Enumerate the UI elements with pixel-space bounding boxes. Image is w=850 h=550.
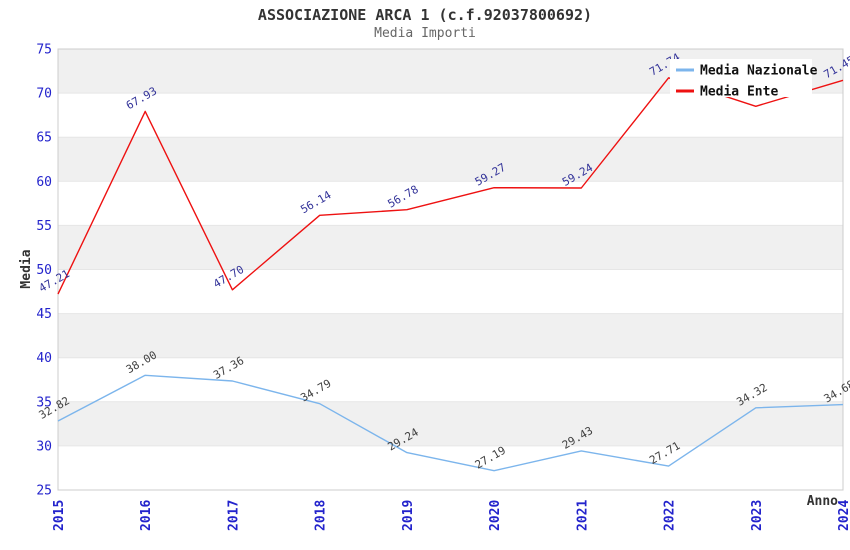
plot-band xyxy=(58,401,843,446)
x-tick-label: 2020 xyxy=(488,500,503,531)
y-tick-label: 25 xyxy=(36,484,52,499)
point-label: 56.78 xyxy=(386,183,421,211)
x-tick-label: 2019 xyxy=(401,500,416,531)
y-tick-label: 65 xyxy=(36,131,52,146)
plot-band xyxy=(58,225,843,270)
point-label: 27.19 xyxy=(473,444,508,472)
x-tick-label: 2021 xyxy=(575,500,590,531)
chart-title: ASSOCIAZIONE ARCA 1 (c.f.92037800692) xyxy=(257,6,593,24)
point-label: 37.36 xyxy=(211,354,246,382)
legend-item-media-nazionale[interactable]: Media Nazionale xyxy=(700,64,818,79)
plot-band xyxy=(58,313,843,358)
x-tick-label: 2017 xyxy=(226,500,241,531)
y-tick-label: 70 xyxy=(36,87,52,102)
y-tick-label: 55 xyxy=(36,219,52,234)
y-tick-label: 40 xyxy=(36,351,52,366)
series-line-media-nazionale xyxy=(57,374,844,472)
y-tick-label: 30 xyxy=(36,439,52,454)
x-axis-title: Anno xyxy=(807,494,838,509)
point-label: 56.14 xyxy=(298,188,334,216)
legend-item-media-ente[interactable]: Media Ente xyxy=(700,85,778,100)
y-axis-title: Media xyxy=(19,249,34,288)
x-tick-label: 2024 xyxy=(837,500,850,531)
y-tick-label: 75 xyxy=(36,43,52,58)
chart-subtitle: Media Importi xyxy=(374,26,476,41)
plot-border xyxy=(57,48,844,491)
x-tick-label: 2015 xyxy=(52,500,67,531)
y-tick-label: 60 xyxy=(36,175,52,190)
x-tick-label: 2022 xyxy=(663,500,678,531)
x-tick-label: 2018 xyxy=(314,500,329,531)
point-label: 34.79 xyxy=(298,377,333,405)
plot-band xyxy=(58,137,843,182)
x-tick-label: 2023 xyxy=(750,500,765,531)
x-tick-label: 2016 xyxy=(139,500,154,531)
y-tick-label: 50 xyxy=(36,263,52,278)
y-tick-label: 35 xyxy=(36,395,52,410)
y-tick-label: 45 xyxy=(36,307,52,322)
